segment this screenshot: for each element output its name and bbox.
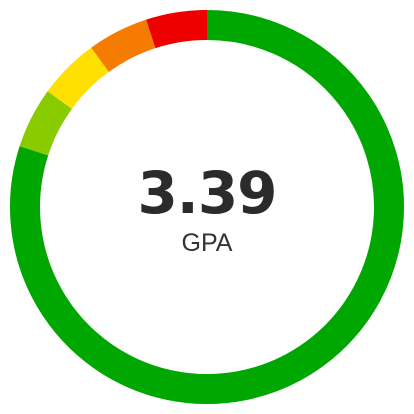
donut-segment-5 [146,10,208,49]
donut-segment-3 [47,47,110,110]
donut-segment-1 [10,10,404,404]
donut-segment-2 [19,91,73,156]
donut-segment-4 [91,19,156,73]
